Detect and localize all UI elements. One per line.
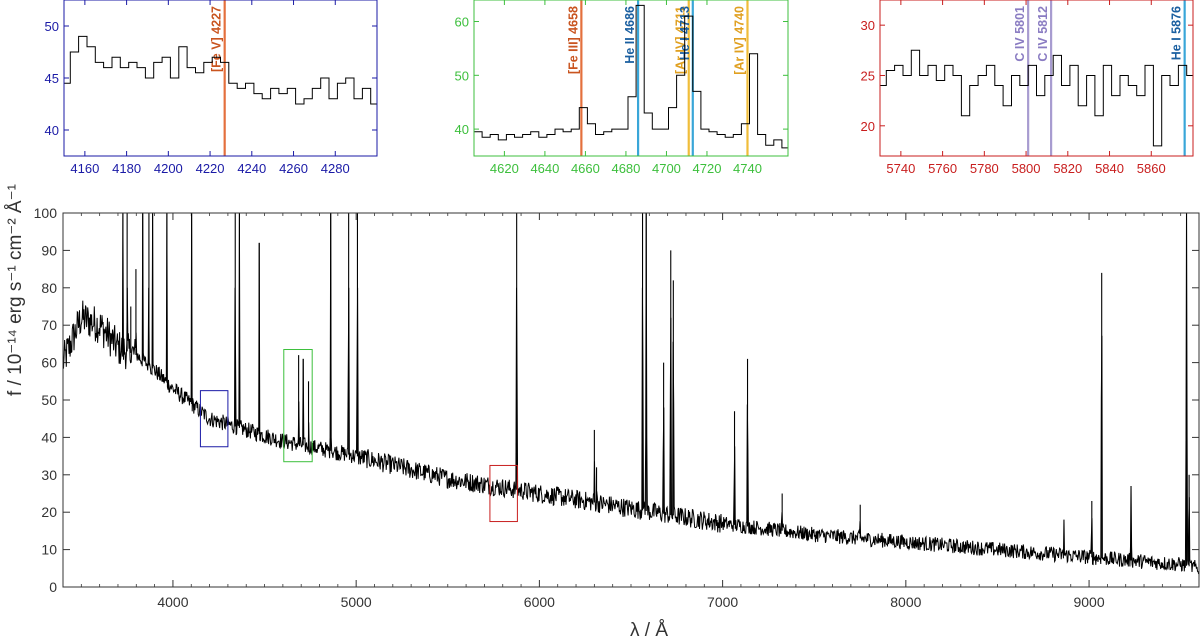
zoom-box <box>283 349 313 463</box>
main-panel: 4000 5000 6000 7000 8000 9000 0 10 20 30 40 50 60 70 8… <box>5 184 1200 638</box>
x-tick-label: 4260 <box>279 161 308 176</box>
inset-frame <box>63 0 378 157</box>
y-tick-label: 50 <box>455 68 469 83</box>
x-tick-label: 5740 <box>886 161 915 176</box>
x-tick-label: 4740 <box>733 161 762 176</box>
x-tick-label: 5820 <box>1053 161 1082 176</box>
x-tick-label: 4660 <box>571 161 600 176</box>
x-tick-label: 4220 <box>196 161 225 176</box>
inset-panel-2: 4620 4640 4660 4680 4700 4720 4740 40 50 60 [Fe II… <box>455 0 789 176</box>
x-tick-label: 6000 <box>524 594 555 610</box>
y-tick-label: 30 <box>861 18 875 33</box>
y-tick-label: 80 <box>41 280 57 296</box>
y-tick-label: 50 <box>45 19 59 34</box>
x-tick-label: 4620 <box>490 161 519 176</box>
x-tick-label: 4000 <box>157 594 188 610</box>
x-tick-label: 9000 <box>1073 594 1104 610</box>
x-tick-label: 4180 <box>112 161 141 176</box>
y-tick-label: 40 <box>455 122 469 137</box>
y-tick-label: 40 <box>41 429 57 445</box>
line-label: C IV 5812 <box>1036 6 1050 62</box>
line-label: He II 4686 <box>623 6 637 64</box>
y-tick-label: 20 <box>861 119 875 134</box>
line-label: [Fe III] 4658 <box>566 6 580 74</box>
y-tick-label: 40 <box>45 123 59 138</box>
line-label: [Ar IV] 4740 <box>732 6 746 75</box>
x-axis-label: λ / Å <box>630 620 668 638</box>
zoom-box <box>199 390 229 448</box>
x-tick-label: 4160 <box>70 161 99 176</box>
y-tick-label: 90 <box>41 242 57 258</box>
inset-panel-3: 5740 5760 5780 5800 5820 5840 5860 20 25 30 C IV 5… <box>861 0 1194 176</box>
x-tick-label: 4720 <box>693 161 722 176</box>
line-label: [Fe V] 4227 <box>210 6 224 72</box>
zoom-box <box>489 464 518 523</box>
inset-spectrum <box>474 4 788 149</box>
inset-frame <box>879 0 1194 157</box>
x-tick-label: 4680 <box>611 161 640 176</box>
line-label: C IV 5801 <box>1013 6 1027 62</box>
line-label: He I 5876 <box>1170 6 1184 60</box>
main-spectrum <box>62 212 1200 575</box>
inset-spectrum <box>64 35 377 105</box>
x-tick-label: 4200 <box>154 161 183 176</box>
y-tick-label: 45 <box>45 71 59 86</box>
inset-spectrum <box>880 49 1193 147</box>
y-tick-label: 30 <box>41 467 57 483</box>
x-tick-label: 8000 <box>890 594 921 610</box>
y-axis-label: f / 10⁻¹⁴ erg s⁻¹ cm⁻² Å⁻¹ <box>5 184 26 396</box>
x-tick-label: 5800 <box>1012 161 1041 176</box>
y-tick-label: 0 <box>49 579 57 595</box>
main-frame <box>62 212 1200 588</box>
inset-frame <box>473 0 789 157</box>
x-tick-label: 4280 <box>321 161 350 176</box>
y-tick-label: 100 <box>34 205 58 221</box>
y-tick-label: 50 <box>41 392 57 408</box>
x-tick-label: 4640 <box>530 161 559 176</box>
x-tick-label: 4700 <box>652 161 681 176</box>
y-tick-label: 70 <box>41 317 57 333</box>
y-tick-label: 20 <box>41 504 57 520</box>
y-tick-label: 60 <box>41 355 57 371</box>
x-tick-label: 5780 <box>970 161 999 176</box>
x-tick-label: 7000 <box>707 594 738 610</box>
inset-panel-1: 4160 4180 4200 4220 4240 4260 4280 40 45 50 [Fe V]… <box>45 0 378 176</box>
x-tick-label: 5000 <box>341 594 372 610</box>
x-tick-label: 4240 <box>237 161 266 176</box>
y-tick-label: 10 <box>41 542 57 558</box>
x-tick-label: 5840 <box>1095 161 1124 176</box>
y-tick-label: 25 <box>861 68 875 83</box>
x-tick-label: 5860 <box>1137 161 1166 176</box>
x-tick-label: 5760 <box>928 161 957 176</box>
y-tick-label: 60 <box>455 15 469 30</box>
